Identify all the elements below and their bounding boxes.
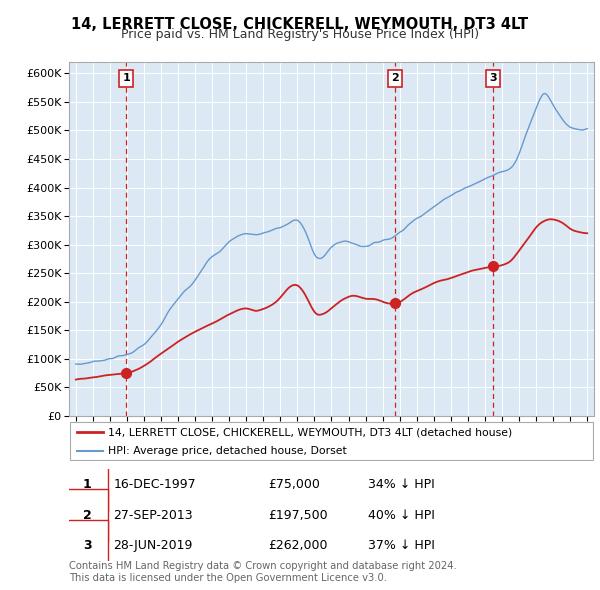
Text: 14, LERRETT CLOSE, CHICKERELL, WEYMOUTH, DT3 4LT: 14, LERRETT CLOSE, CHICKERELL, WEYMOUTH,…	[71, 17, 529, 31]
Text: 2: 2	[83, 509, 92, 522]
Text: 28-JUN-2019: 28-JUN-2019	[113, 539, 193, 552]
FancyBboxPatch shape	[67, 489, 109, 541]
Text: 37% ↓ HPI: 37% ↓ HPI	[368, 539, 435, 552]
Text: HPI: Average price, detached house, Dorset: HPI: Average price, detached house, Dors…	[109, 445, 347, 455]
Text: 14, LERRETT CLOSE, CHICKERELL, WEYMOUTH, DT3 4LT (detached house): 14, LERRETT CLOSE, CHICKERELL, WEYMOUTH,…	[109, 427, 512, 437]
Text: Contains HM Land Registry data © Crown copyright and database right 2024.
This d: Contains HM Land Registry data © Crown c…	[69, 561, 457, 583]
Text: 40% ↓ HPI: 40% ↓ HPI	[368, 509, 435, 522]
Text: £197,500: £197,500	[269, 509, 328, 522]
Text: £75,000: £75,000	[269, 478, 320, 491]
FancyBboxPatch shape	[67, 520, 109, 572]
FancyBboxPatch shape	[70, 422, 593, 460]
Text: £262,000: £262,000	[269, 539, 328, 552]
Text: 16-DEC-1997: 16-DEC-1997	[113, 478, 196, 491]
Text: 1: 1	[83, 478, 92, 491]
Text: Price paid vs. HM Land Registry's House Price Index (HPI): Price paid vs. HM Land Registry's House …	[121, 28, 479, 41]
Text: 2: 2	[391, 73, 399, 83]
Text: 3: 3	[490, 73, 497, 83]
Text: 27-SEP-2013: 27-SEP-2013	[113, 509, 193, 522]
Text: 34% ↓ HPI: 34% ↓ HPI	[368, 478, 435, 491]
FancyBboxPatch shape	[67, 458, 109, 510]
Text: 1: 1	[122, 73, 130, 83]
Text: 3: 3	[83, 539, 92, 552]
